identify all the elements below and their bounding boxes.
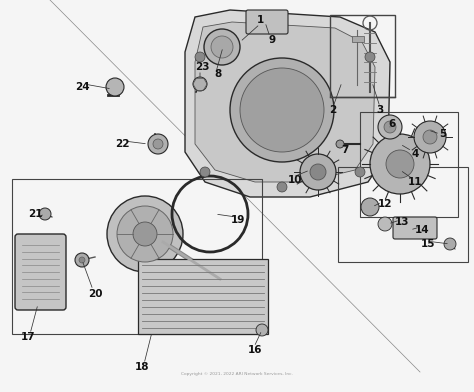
Bar [138,259,268,334]
Circle shape [230,58,334,162]
Circle shape [195,52,205,62]
FancyBboxPatch shape [15,234,66,310]
Text: 21: 21 [28,209,42,219]
Text: 22: 22 [115,139,129,149]
Circle shape [200,167,210,177]
Bar [352,36,364,42]
Text: 23: 23 [195,62,209,72]
Circle shape [75,253,89,267]
Circle shape [355,167,365,177]
Text: 18: 18 [135,362,149,372]
Circle shape [444,238,456,250]
Text: 6: 6 [388,119,396,129]
Circle shape [423,130,437,144]
Text: 4: 4 [411,149,419,159]
Polygon shape [195,22,375,182]
Circle shape [336,140,344,148]
Text: 14: 14 [415,225,429,235]
Circle shape [277,182,287,192]
Circle shape [204,29,240,65]
Circle shape [211,36,233,58]
Text: 13: 13 [395,217,409,227]
Circle shape [300,154,336,190]
Bar [330,15,395,97]
Text: 2: 2 [329,105,337,115]
FancyBboxPatch shape [393,217,437,239]
Text: 10: 10 [288,175,302,185]
Circle shape [148,134,168,154]
Circle shape [117,206,173,262]
Text: 5: 5 [439,129,447,139]
Circle shape [153,139,163,149]
Text: 20: 20 [88,289,102,299]
Circle shape [378,217,392,231]
Bar [12,179,262,334]
Circle shape [370,134,430,194]
Text: 1: 1 [256,15,264,25]
Text: 24: 24 [75,82,89,92]
Circle shape [310,164,326,180]
FancyBboxPatch shape [246,10,288,34]
Circle shape [384,121,396,133]
Text: 17: 17 [21,332,35,342]
Circle shape [107,196,183,272]
Circle shape [414,121,446,153]
Polygon shape [185,10,390,197]
Circle shape [133,222,157,246]
Text: 12: 12 [378,199,392,209]
Text: 7: 7 [341,145,349,155]
Text: 16: 16 [248,345,262,355]
Circle shape [193,77,207,91]
Text: 3: 3 [376,105,383,115]
Circle shape [256,324,268,336]
Circle shape [106,78,124,96]
Text: 19: 19 [231,215,245,225]
Bar [338,167,468,262]
Text: 9: 9 [268,35,275,45]
Text: 11: 11 [408,177,422,187]
Circle shape [79,257,85,263]
Circle shape [378,115,402,139]
Circle shape [386,150,414,178]
Circle shape [365,52,375,62]
Circle shape [361,198,379,216]
Text: 8: 8 [214,69,222,79]
Text: 15: 15 [421,239,435,249]
Circle shape [39,208,51,220]
Text: Copyright © 2021, 2022 ARI Network Services, Inc.: Copyright © 2021, 2022 ARI Network Servi… [181,372,293,376]
Circle shape [240,68,324,152]
Bar [360,112,458,217]
